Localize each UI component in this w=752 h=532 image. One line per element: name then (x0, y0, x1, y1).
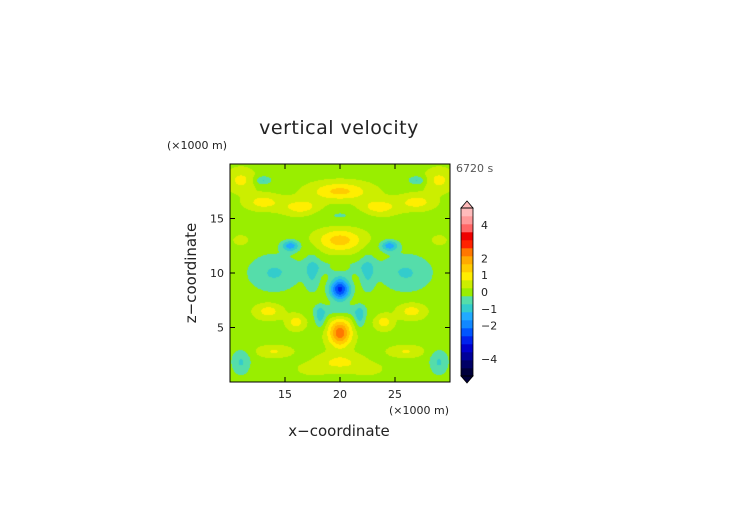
colorbar-tick-label: 1 (481, 269, 488, 282)
colorbar-swatch (461, 336, 473, 345)
colorbar-tick-label: −2 (481, 320, 497, 333)
colorbar-extend-min (460, 375, 474, 384)
x-tick-label: 25 (388, 388, 402, 401)
colorbar-swatch (461, 296, 473, 305)
y-axis: 5 10 15 (210, 213, 450, 335)
y-tick-label: 5 (217, 322, 224, 335)
colorbar-tick-label: 4 (481, 219, 488, 232)
colorbar-swatch (461, 264, 473, 273)
y-axis-label: z−coordinate (182, 223, 200, 323)
y-tick-label: 10 (210, 267, 224, 280)
x-axis-label: x−coordinate (288, 422, 389, 440)
colorbar-swatch (461, 280, 473, 289)
colorbar-swatch (461, 272, 473, 281)
colorbar-swatch (461, 344, 473, 353)
chart-title: vertical velocity (259, 117, 419, 139)
colorbar-swatch (461, 320, 473, 329)
colorbar-swatch (461, 352, 473, 361)
colorbar-swatch (461, 208, 473, 217)
colorbar-extend-max (460, 200, 474, 209)
colorbar-swatch (461, 248, 473, 257)
colorbar-swatch (461, 312, 473, 321)
colorbar-swatch (461, 216, 473, 225)
colorbar: 4 2 1 0 −1 −2 −4 (460, 200, 497, 384)
colorbar-tick-label: 0 (481, 286, 488, 299)
x-tick-label: 20 (333, 388, 347, 401)
colorbar-tick-label: 2 (481, 252, 488, 265)
colorbar-tick-label: −4 (481, 353, 497, 366)
colorbar-swatch (461, 288, 473, 297)
time-label: 6720 s (456, 162, 493, 175)
colorbar-swatch (461, 232, 473, 241)
colorbar-tick-label: −1 (481, 303, 497, 316)
x-axis: 15 20 25 (278, 164, 402, 401)
colorbar-frame (460, 207, 474, 377)
colorbar-swatch (461, 360, 473, 369)
x-unit-label: (×1000 m) (389, 404, 449, 417)
y-unit-label: (×1000 m) (167, 139, 227, 152)
contour-field (230, 164, 450, 382)
contour-field-image (230, 164, 450, 382)
y-tick-label: 15 (210, 213, 224, 226)
x-tick-label: 15 (278, 388, 292, 401)
colorbar-swatch (461, 224, 473, 233)
colorbar-swatch (461, 328, 473, 337)
colorbar-swatch (461, 368, 473, 377)
colorbar-swatch (461, 240, 473, 249)
colorbar-swatch (461, 256, 473, 265)
colorbar-swatch (461, 304, 473, 313)
